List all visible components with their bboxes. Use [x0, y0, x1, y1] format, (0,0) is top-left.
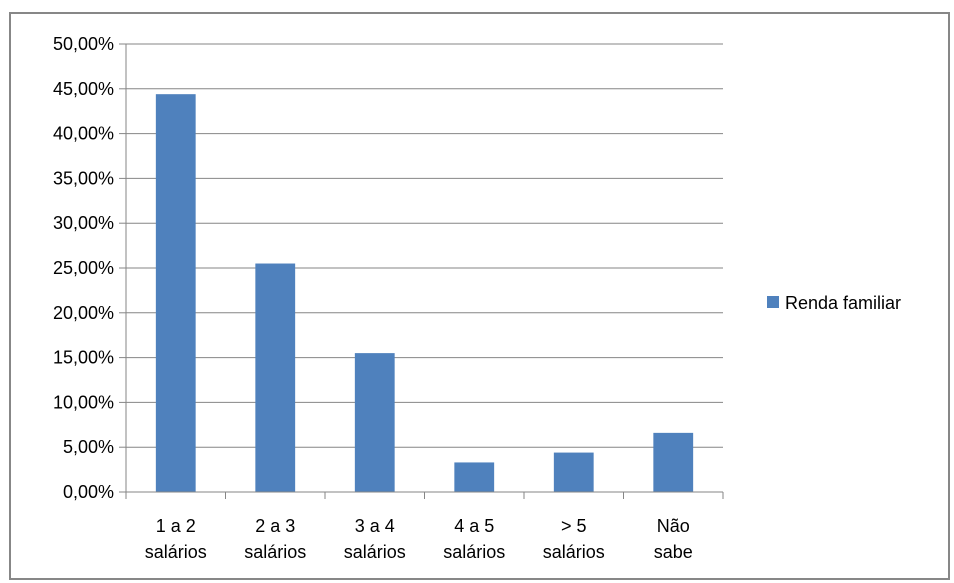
y-tick-label: 45,00%	[53, 79, 114, 99]
x-tick-label: 4 a 5 salários	[443, 516, 505, 562]
x-tick-label: Não sabe	[654, 516, 693, 562]
legend-swatch	[767, 296, 779, 308]
bar	[155, 94, 196, 493]
y-tick-label: 35,00%	[53, 168, 114, 188]
y-tick-label: 5,00%	[63, 437, 114, 457]
x-tick-label-line: salários	[543, 542, 605, 562]
gridlines	[126, 43, 723, 448]
bar	[255, 263, 296, 492]
x-tick-label-line: 1 a 2	[156, 516, 196, 536]
x-tick-label-line: 3 a 4	[355, 516, 395, 536]
x-tick-label-line: 2 a 3	[255, 516, 295, 536]
x-tick-label-line: salários	[244, 542, 306, 562]
bar	[653, 432, 694, 492]
bar	[354, 353, 395, 492]
y-tick-label: 50,00%	[53, 34, 114, 54]
x-tick-label: > 5 salários	[543, 516, 605, 562]
bars	[155, 94, 694, 493]
y-tick-label: 25,00%	[53, 258, 114, 278]
x-tick-label: 2 a 3 salários	[244, 516, 306, 562]
y-tick-label: 20,00%	[53, 303, 114, 323]
legend-label: Renda familiar	[785, 293, 901, 313]
x-tick-label-line: > 5	[561, 516, 587, 536]
bar	[454, 462, 495, 492]
x-tick-label-line: salários	[443, 542, 505, 562]
x-tick-label-line: salários	[344, 542, 406, 562]
legend: Renda familiar	[767, 293, 901, 313]
x-tick-label-line: Não	[657, 516, 690, 536]
x-tick-label: 3 a 4 salários	[344, 516, 406, 562]
x-tick-label: 1 a 2 salários	[145, 516, 207, 562]
y-tick-label: 15,00%	[53, 348, 114, 368]
axes	[119, 43, 724, 499]
x-tick-label-line: 4 a 5	[454, 516, 494, 536]
bar	[553, 452, 594, 492]
y-tick-label: 10,00%	[53, 392, 114, 412]
y-tick-label: 0,00%	[63, 482, 114, 502]
y-tick-labels: 0,00% 5,00% 10,00% 15,00% 20,00% 25,00% 30,00%…	[53, 34, 114, 502]
y-tick-label: 30,00%	[53, 213, 114, 233]
x-tick-label-line: salários	[145, 542, 207, 562]
y-tick-label: 40,00%	[53, 124, 114, 144]
x-tick-label-line: sabe	[654, 542, 693, 562]
